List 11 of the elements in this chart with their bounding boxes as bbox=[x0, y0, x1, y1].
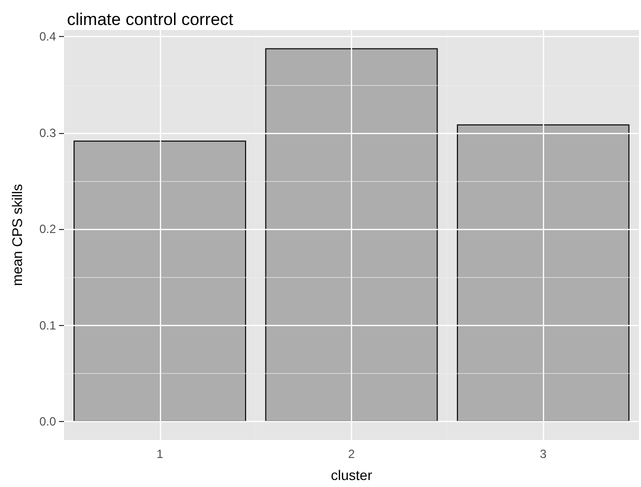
y-tick-label: 0.2 bbox=[39, 222, 56, 236]
x-tick-label: 2 bbox=[348, 447, 356, 461]
y-tick-label: 0.0 bbox=[39, 414, 56, 429]
x-tick-label: 1 bbox=[156, 447, 164, 461]
y-axis-title: mean CPS skills bbox=[9, 184, 25, 286]
y-tick-label: 0.3 bbox=[39, 126, 56, 140]
x-axis-title: cluster bbox=[330, 467, 372, 483]
chart-title: climate control correct bbox=[67, 10, 234, 29]
y-tick-label: 0.1 bbox=[39, 318, 56, 332]
x-tick-label: 3 bbox=[540, 447, 547, 461]
y-tick-label: 0.4 bbox=[39, 30, 56, 44]
